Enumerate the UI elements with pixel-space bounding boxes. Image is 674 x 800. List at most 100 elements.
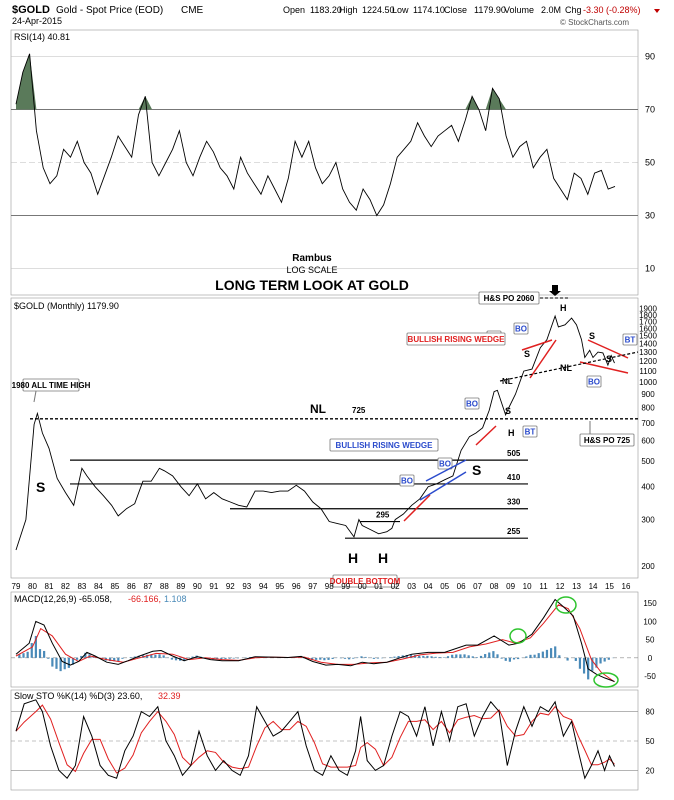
macd-hist-bar	[80, 655, 83, 658]
chart-title: LONG TERM LOOK AT GOLD	[215, 277, 409, 293]
high-label: High	[339, 5, 358, 15]
macd-hist-bar	[51, 657, 54, 667]
macd-hist-bar	[484, 654, 487, 658]
year-tick-label: 86	[127, 582, 136, 591]
macd-hist-bar	[319, 657, 322, 660]
macd-highlight-circle	[593, 672, 619, 688]
macd-hist-value: 1.108	[164, 594, 187, 604]
macd-hist-bar	[389, 657, 392, 658]
neckline-label: NL	[310, 402, 326, 416]
macd-hist-bar	[533, 654, 536, 658]
wedge-line	[529, 339, 557, 379]
wedge-line	[403, 494, 431, 522]
rsi-panel: RSI(14) 40.81 90 70 50 30 10	[10, 29, 655, 296]
bo-label-box	[437, 457, 453, 470]
macd-hist-bar	[315, 657, 318, 660]
price-tick-label: 600	[641, 436, 655, 445]
year-tick-label: 04	[424, 582, 433, 591]
wedge-line	[587, 339, 629, 359]
macd-hist-bar	[364, 656, 367, 658]
macd-hist-bar	[422, 655, 425, 658]
wedge-line	[521, 339, 553, 351]
year-tick-label: 07	[473, 582, 482, 591]
macd-hist-bar	[360, 656, 363, 658]
macd-hist-bar	[603, 657, 606, 662]
year-tick-label: 85	[110, 582, 119, 591]
rsi-tick-label: 30	[645, 211, 655, 221]
year-tick-label: 06	[457, 582, 466, 591]
macd-hist-bar	[348, 657, 351, 660]
bo-label-box	[513, 322, 529, 335]
bo-label: BO	[466, 400, 478, 409]
macd-hist-bar	[67, 657, 70, 668]
price-line	[15, 314, 615, 551]
macd-hist-bar	[310, 657, 314, 660]
macd-signal-value: -66.166,	[128, 594, 161, 604]
macd-hist-bar	[512, 657, 516, 660]
bo-label: BO	[401, 477, 413, 486]
bt-label: BT	[525, 428, 536, 437]
price-tick-label: 500	[641, 457, 655, 466]
price-tick-label: 800	[641, 404, 655, 413]
hs-po-label: H&S PO 2060	[484, 294, 535, 303]
price-tick-label: 700	[641, 419, 655, 428]
year-tick-label: 95	[275, 582, 284, 591]
macd-hist-bar	[34, 635, 37, 658]
macd-hist-bar	[150, 654, 153, 658]
sto-tick-label: 20	[646, 766, 655, 775]
high-value: 1224.50	[362, 5, 395, 15]
macd-tick-label: 150	[643, 599, 657, 608]
macd-tick-label: 0	[648, 654, 653, 663]
year-tick-label: 79	[12, 582, 21, 591]
bo-label: BO	[515, 325, 527, 334]
shoulder-label: S	[589, 331, 595, 341]
macd-tick-label: 50	[646, 636, 655, 645]
macd-tick-label: 100	[643, 617, 657, 626]
open-value: 1183.20	[310, 5, 342, 15]
macd-hist-bar	[455, 654, 458, 658]
sto-d-value: 32.39	[158, 691, 181, 701]
year-tick-label: 02	[391, 582, 400, 591]
macd-hist-bar	[459, 654, 462, 658]
macd-highlight-circle	[509, 628, 527, 644]
macd-hist-bar	[591, 657, 594, 671]
wedge-line	[425, 459, 467, 482]
macd-hist-bar	[47, 657, 50, 659]
macd-hist-bar	[438, 657, 441, 658]
year-tick-label: 82	[61, 582, 70, 591]
sto-panel: Slow STO %K(14) %D(3) 23.60, 32.39 80 50 2…	[10, 689, 655, 791]
macd-hist-bar	[409, 654, 413, 658]
upper-neckline	[499, 351, 639, 382]
volume-label: Volume	[504, 5, 534, 15]
year-tick-label: 01	[374, 582, 383, 591]
bt-label-box	[622, 333, 638, 346]
macd-hist-bar	[549, 648, 553, 658]
year-tick-label: 11	[539, 582, 548, 591]
wedge-label-box	[406, 332, 506, 346]
macd-label: MACD(12,26,9) -65.058,	[14, 594, 112, 604]
year-tick-label: 14	[589, 582, 598, 591]
macd-hist-bar	[405, 654, 408, 658]
year-axis: 79 80 81 82 83 84 85 86 87 88 89 90 91 92 93 94 95 96 97 98…	[12, 582, 631, 591]
bo-label: BO	[439, 460, 451, 469]
macd-hist-bar	[517, 657, 520, 660]
macd-hist-bar	[578, 657, 582, 669]
shoulder-label: S	[524, 349, 530, 359]
head-label: H	[378, 550, 388, 566]
open-label: Open	[283, 5, 305, 15]
head-label: H	[348, 550, 358, 566]
price-tick-label: 400	[641, 483, 655, 492]
close-value: 1179.90	[474, 5, 506, 15]
rsi-tick-label: 10	[645, 264, 655, 274]
year-tick-label: 89	[176, 582, 185, 591]
price-tick-label: 200	[641, 562, 655, 571]
macd-hist-bar	[183, 657, 186, 662]
macd-hist-bar	[232, 657, 235, 659]
close-label: Close	[444, 5, 467, 15]
macd-hist-bar	[500, 657, 503, 659]
macd-hist-bar	[76, 657, 79, 660]
watermark: © StockCharts.com	[560, 18, 629, 27]
low-label: Low	[392, 5, 409, 15]
macd-hist-bar	[430, 656, 433, 658]
